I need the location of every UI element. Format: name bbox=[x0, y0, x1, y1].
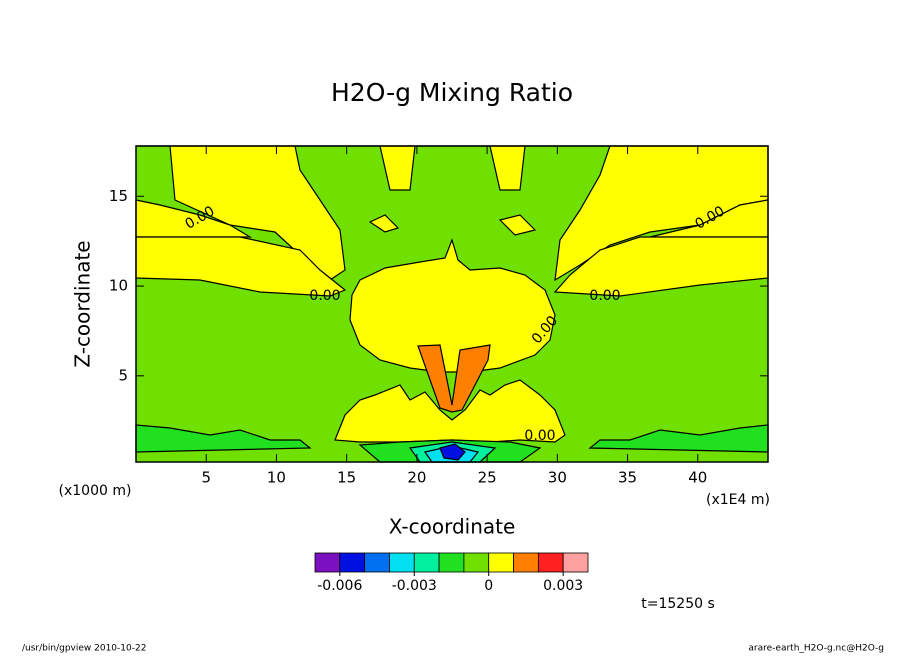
x-tick-label: 20 bbox=[407, 469, 426, 487]
x-unit-label: (x1000 m) bbox=[59, 483, 132, 499]
x-tick-label: 10 bbox=[267, 469, 286, 487]
colorbar-swatch bbox=[389, 552, 415, 573]
colorbar-swatch bbox=[513, 552, 539, 573]
contour-region bbox=[417, 344, 491, 413]
colorbar-swatch bbox=[438, 552, 465, 573]
contour-label: 0.00 bbox=[524, 428, 555, 444]
colorbar-swatch bbox=[314, 552, 341, 573]
colorbar-swatch bbox=[463, 552, 490, 573]
colorbar-swatch bbox=[488, 552, 514, 573]
x-tick-label: 40 bbox=[688, 469, 707, 487]
x-unit-label: (x1E4 m) bbox=[706, 492, 770, 508]
x-axis-label: X-coordinate bbox=[389, 515, 516, 539]
contour-label: 0.00 bbox=[589, 288, 620, 304]
x-tick-label: 25 bbox=[478, 469, 497, 487]
y-axis-label: Z-coordinate bbox=[71, 240, 95, 367]
colorbar-tick-label: -0.003 bbox=[392, 578, 437, 594]
contour-region bbox=[439, 443, 466, 461]
footer-left: /usr/bin/gpview 2010-10-22 bbox=[22, 644, 146, 654]
y-tick-label: 15 bbox=[109, 187, 128, 205]
colorbar-swatch bbox=[339, 552, 366, 573]
colorbar-swatch bbox=[537, 552, 564, 573]
contour-region bbox=[135, 424, 312, 453]
contour-region bbox=[498, 214, 537, 236]
x-tick-label: 35 bbox=[618, 469, 637, 487]
y-tick-label: 10 bbox=[109, 277, 128, 295]
footer-right: arare-earth_H2O-g.nc@H2O-g bbox=[748, 644, 884, 654]
time-label: t=15250 s bbox=[641, 596, 715, 612]
chart-title: H2O-g Mixing Ratio bbox=[331, 78, 573, 107]
contour-region bbox=[349, 238, 556, 373]
contour-field: 0.000.000.000.000.000.00 bbox=[135, 145, 769, 463]
contour-region bbox=[135, 236, 347, 297]
contour-region bbox=[553, 236, 769, 297]
colorbar-tick-label: -0.006 bbox=[317, 578, 362, 594]
colorbar-swatch bbox=[562, 552, 589, 573]
x-tick-label: 30 bbox=[548, 469, 567, 487]
x-tick-label: 5 bbox=[201, 469, 211, 487]
contour-label: 0.00 bbox=[309, 288, 340, 304]
colorbar-swatch bbox=[413, 552, 440, 573]
y-tick-label: 5 bbox=[118, 366, 128, 384]
x-tick-label: 15 bbox=[337, 469, 356, 487]
contour-region bbox=[368, 214, 400, 233]
plot-frame bbox=[135, 145, 769, 463]
contour-region bbox=[588, 424, 769, 453]
colorbar-tick-label: 0 bbox=[484, 578, 493, 594]
colorbar-tick-label: 0.003 bbox=[543, 578, 583, 594]
colorbar-swatch bbox=[364, 552, 390, 573]
